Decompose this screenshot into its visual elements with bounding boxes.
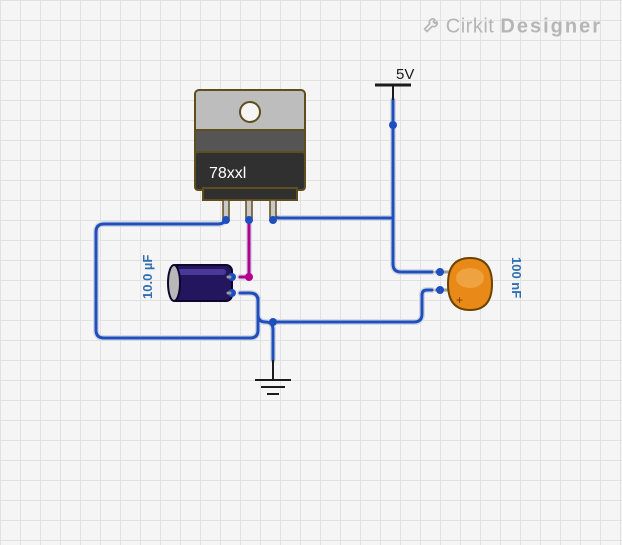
junction-1 [269, 318, 277, 326]
regulator-pin-1 [246, 200, 252, 218]
vcc-symbol: 5V [375, 66, 414, 100]
wire-c2-bot-to-gnd-node [273, 290, 432, 322]
schematic-canvas: Cirkit Designer 5V78xxl10.0 µF+100 nF [0, 0, 622, 545]
regulator-label: 78xxl [209, 165, 246, 182]
junction-2 [245, 273, 253, 281]
wire-shadow-vcc-to-c2-top [393, 100, 432, 272]
regulator-78xx: 78xxl [195, 90, 305, 224]
vcc-label: 5V [396, 66, 414, 83]
junction-0 [389, 121, 397, 129]
regulator-pin-0 [223, 200, 229, 218]
capacitor-c1: 10.0 µF [140, 255, 236, 301]
svg-text:+: + [456, 293, 463, 307]
wire-vcc-to-c2-top [393, 100, 432, 272]
schematic-svg: 5V 78xxl 10.0 µF +100 nF [0, 0, 622, 545]
regulator-pin-2 [270, 200, 276, 218]
capacitor-c2: +100 nF [436, 257, 524, 310]
gnd-symbol [255, 360, 291, 394]
c1-value-label: 10.0 µF [140, 255, 155, 299]
wire-shadow-reg-out-to-node [273, 205, 393, 218]
wire-shadow-c2-bot-to-gnd-node [273, 290, 432, 322]
c2-value-label: 100 nF [509, 257, 524, 298]
